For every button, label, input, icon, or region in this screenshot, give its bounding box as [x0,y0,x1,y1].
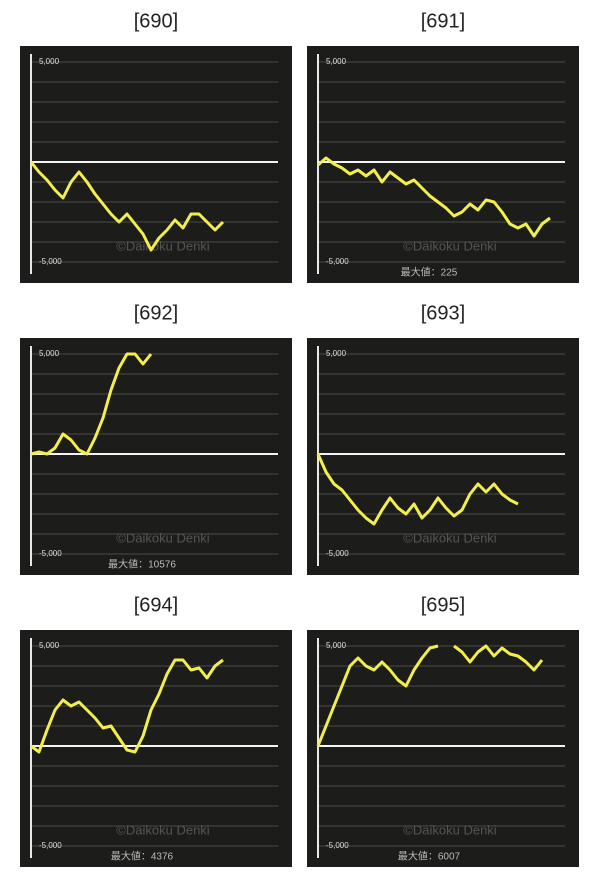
plot-background [307,338,579,575]
data-line [317,156,551,238]
plot-background [20,338,292,575]
data-line [30,658,224,754]
watermark: ©Daikoku Denki [403,530,497,545]
data-line [30,352,153,456]
y-tick-label: -5,000 [39,841,62,850]
chart-title: [692] [134,302,178,324]
max-value-label: 最大値：10576 [108,558,176,571]
max-value-label: 最大値：225 [401,266,458,279]
y-tick-label: -5,000 [39,549,62,558]
y-tick-label: 5,000 [326,641,347,650]
watermark: ©Daikoku Denki [116,530,210,545]
watermark: ©Daikoku Denki [403,238,497,253]
y-tick-label: -5,000 [326,257,349,266]
y-tick-label: 5,000 [39,57,60,66]
watermark: ©Daikoku Denki [116,822,210,837]
chart-title: [691] [421,10,465,32]
y-tick-label: 5,000 [326,349,347,358]
chart-title: [693] [421,302,465,324]
y-tick-label: 5,000 [39,641,60,650]
data-line [316,453,519,526]
max-value-label: 最大値：6007 [398,850,461,863]
plot-background [307,46,579,283]
y-tick-label: -5,000 [39,257,62,266]
data-line [316,644,544,747]
plot-background [20,630,292,867]
chart-title: [694] [134,594,178,616]
watermark: ©Daikoku Denki [403,822,497,837]
chart-title: [695] [421,594,465,616]
watermark: ©Daikoku Denki [116,238,210,253]
chart-title: [690] [134,10,178,32]
max-value-label: 最大値：4376 [111,850,174,863]
y-tick-label: 5,000 [326,57,347,66]
y-tick-label: 5,000 [39,349,60,358]
y-tick-label: -5,000 [326,841,349,850]
data-line [29,161,225,252]
y-tick-label: -5,000 [326,549,349,558]
